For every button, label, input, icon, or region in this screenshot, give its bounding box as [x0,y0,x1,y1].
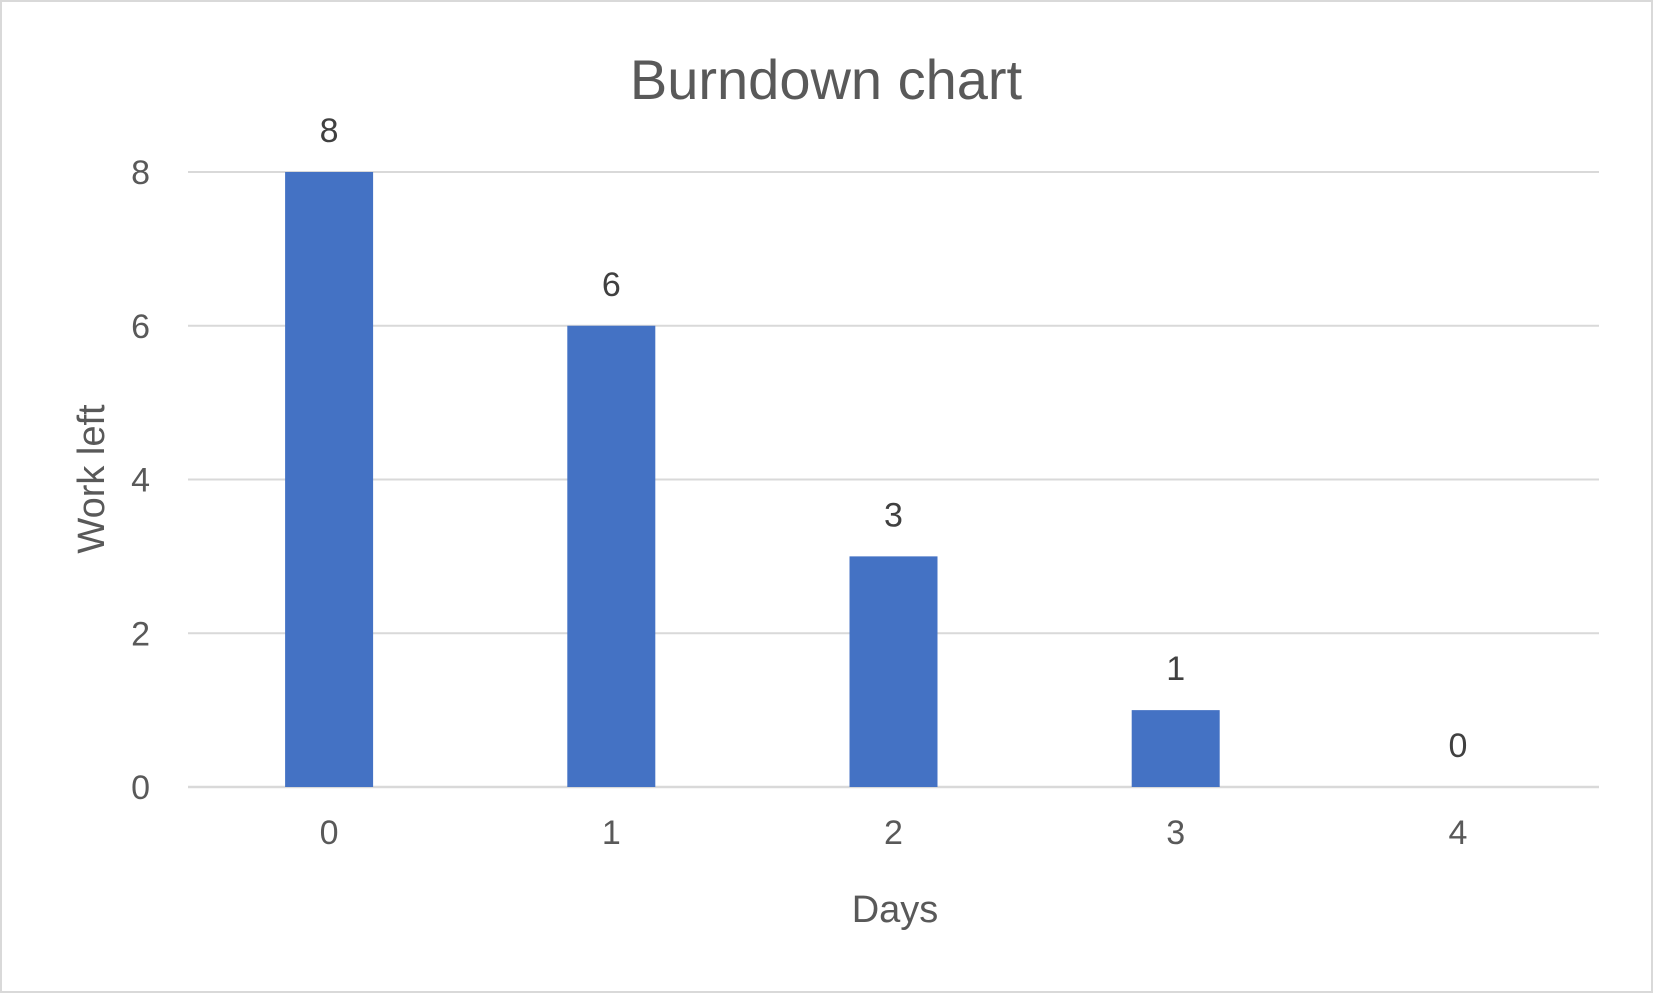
chart-title: Burndown chart [630,48,1023,111]
bar-day-3 [1131,710,1220,787]
bars [285,172,1220,787]
x-axis-ticks: 0 1 2 3 4 [320,814,1468,852]
y-tick-label: 4 [131,462,150,500]
y-tick-label: 0 [131,769,150,807]
y-axis-ticks: 0 2 4 6 8 [131,154,150,807]
x-tick-label: 4 [1448,814,1467,852]
data-labels: 8 6 3 1 0 [320,112,1468,765]
bar-day-2 [849,556,938,787]
data-label-day-3: 1 [1166,650,1185,688]
x-tick-label: 2 [884,814,903,852]
data-label-day-2: 3 [884,496,903,534]
data-label-day-1: 6 [602,266,621,304]
x-axis-title: Days [852,889,939,931]
y-tick-label: 2 [131,615,150,653]
data-label-day-0: 8 [320,112,339,150]
y-axis-title: Work left [71,404,113,554]
data-label-day-4: 0 [1448,727,1467,765]
x-tick-label: 3 [1166,814,1185,852]
y-tick-label: 8 [131,154,150,192]
x-tick-label: 0 [320,814,339,852]
y-tick-label: 6 [131,308,150,346]
x-tick-label: 1 [602,814,621,852]
bar-day-0 [285,172,374,787]
bar-day-1 [567,325,656,787]
